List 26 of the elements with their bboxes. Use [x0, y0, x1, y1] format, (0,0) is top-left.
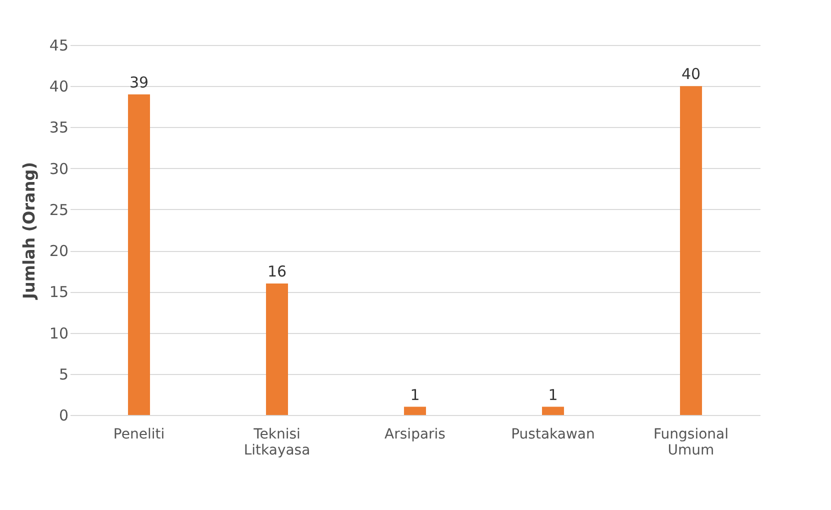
x-tick-label: Teknisi Litkayasa: [244, 426, 310, 458]
x-tick-label: Peneliti: [113, 426, 165, 442]
y-tick-label: 15: [49, 283, 68, 302]
bar: [680, 86, 702, 415]
data-label: 1: [548, 386, 558, 404]
y-tick-label: 45: [49, 36, 68, 54]
y-tick-label: 25: [49, 200, 68, 219]
x-tick-label: Arsiparis: [384, 426, 446, 442]
x-tick-label: Pustakawan: [511, 426, 595, 442]
data-label: 39: [129, 73, 149, 92]
y-tick-label: 10: [49, 324, 68, 342]
bar: [542, 406, 564, 415]
y-tick-label: 0: [58, 406, 68, 424]
data-label: 1: [410, 386, 420, 404]
y-tick-label: 35: [49, 118, 68, 137]
bar: [128, 94, 150, 415]
y-tick-label: 5: [58, 365, 68, 384]
bar: [404, 406, 426, 415]
data-label: 40: [681, 65, 701, 84]
y-tick-label: 30: [49, 160, 68, 178]
bar: [266, 283, 288, 415]
y-tick-label: 20: [49, 242, 68, 260]
y-tick-label: 40: [49, 78, 68, 96]
y-axis-title: Jumlah (Orang): [19, 162, 38, 300]
data-label: 16: [267, 262, 287, 280]
x-tick-label: Fungsional Umum: [653, 426, 729, 458]
